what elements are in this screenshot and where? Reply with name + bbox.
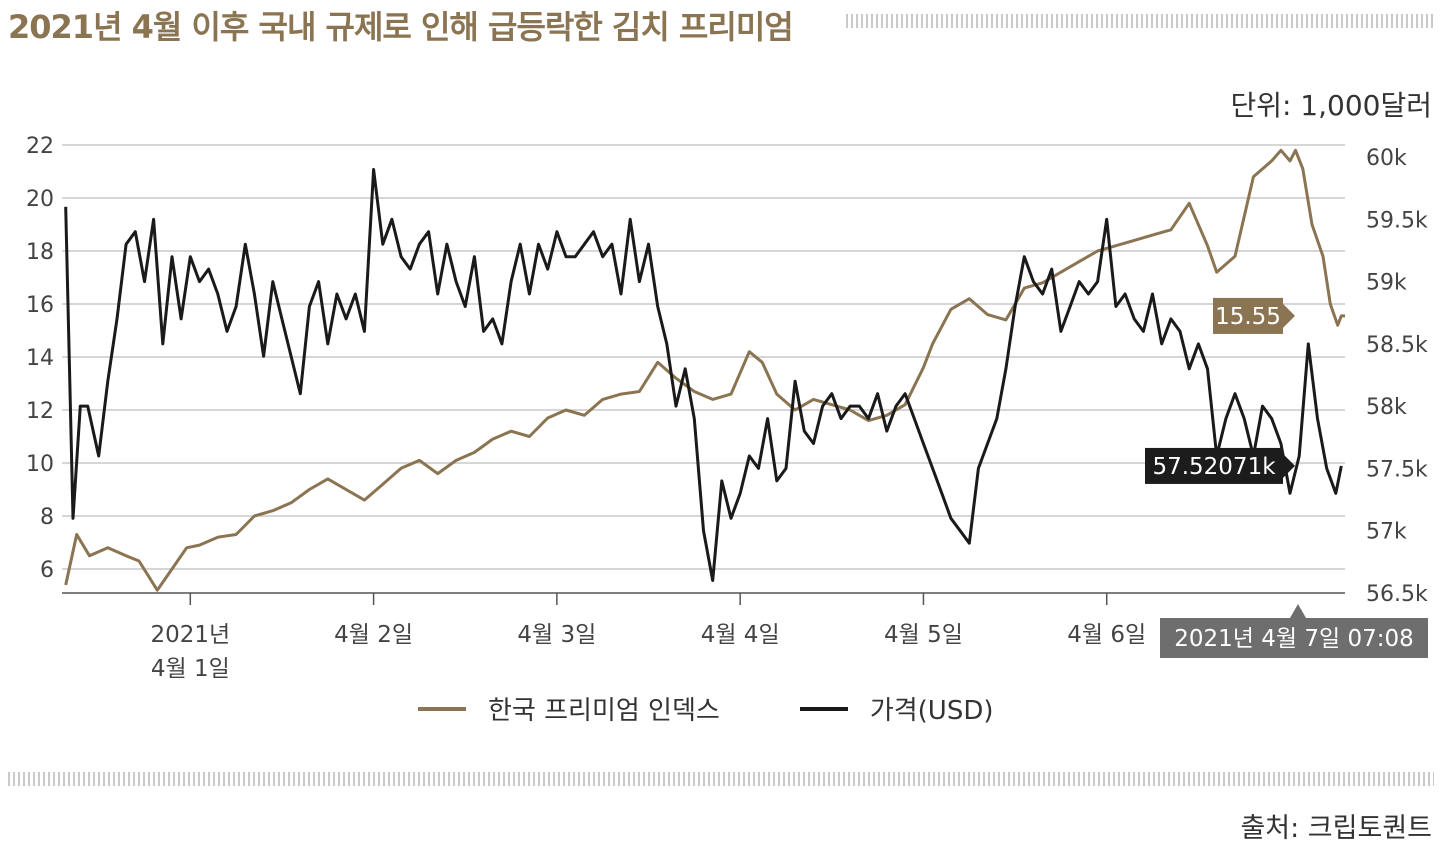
chart: 6 8 10 12 14 16 18 20 22 56.5k 57k 57.5k 58k 58.5k 59k…: [26, 134, 1428, 682]
y-left-tick-label: 14: [26, 346, 54, 371]
bottom-divider: [8, 772, 1434, 786]
y-left-tick-label: 20: [26, 187, 54, 212]
x-tick-label: 4월 5일: [884, 622, 963, 648]
legend-swatch-price: [799, 706, 848, 711]
y-left-tick-label: 6: [40, 558, 54, 583]
y-right-tick-label: 60k: [1366, 146, 1407, 171]
callout-layer: 15.55 57.52071k 2021년 4월 7일 07:08: [1145, 297, 1428, 658]
source-label: 출처: 크립토퀀트: [1240, 813, 1432, 844]
legend-item-price: 가격(USD): [799, 690, 994, 727]
date-callout-box: [1160, 618, 1428, 658]
x-tick-label: 4월 1일: [151, 656, 230, 682]
page-title: 2021년 4월 이후 국내 규제로 인해 급등락한 김치 프리미엄: [8, 8, 794, 46]
y-left-tick-label: 22: [26, 134, 54, 159]
legend-swatch-premium: [418, 706, 466, 711]
x-tick-label: 4월 6일: [1067, 622, 1146, 648]
y-right-tick-label: 58.5k: [1366, 333, 1428, 358]
date-callout-pointer: [1290, 604, 1306, 618]
premium-callout-pointer: [1283, 303, 1295, 328]
y-left-tick-label: 8: [40, 505, 54, 530]
legend-label-premium: 한국 프리미엄 인덱스: [488, 696, 720, 726]
y-right-tick-label: 58k: [1366, 395, 1407, 420]
x-tick-label: 4월 2일: [334, 622, 413, 648]
title-divider: [846, 14, 1434, 28]
y-right-tick-label: 59k: [1366, 271, 1407, 296]
grid-layer: [62, 144, 1345, 594]
price-callout-box: [1145, 447, 1283, 484]
y-left-tick-label: 18: [26, 240, 54, 265]
y-right-tick-label: 59.5k: [1366, 208, 1428, 233]
series-line-price: [64, 168, 1343, 582]
premium-callout-label: 15.55: [1215, 304, 1281, 330]
unit-label: 단위: 1,000달러: [1230, 89, 1432, 122]
legend-item-premium: 한국 프리미엄 인덱스: [418, 690, 720, 727]
series-line-premium: [64, 148, 1345, 592]
series-layer: [64, 148, 1345, 592]
y-left-tick-label: 16: [26, 293, 54, 318]
price-callout-label: 57.52071k: [1152, 454, 1276, 480]
y-right-tick-label: 57k: [1366, 520, 1407, 545]
premium-callout-box: [1213, 297, 1283, 334]
y-right-tick-label: 57.5k: [1366, 457, 1428, 482]
x-tick-label: 4월 3일: [517, 622, 596, 648]
legend: 한국 프리미엄 인덱스 가격(USD): [418, 690, 1074, 727]
price-callout-pointer: [1283, 453, 1295, 478]
axis-layer: 6 8 10 12 14 16 18 20 22 56.5k 57k 57.5k 58k 58.5k 59k…: [26, 134, 1428, 682]
x-tick-label: 2021년: [150, 622, 230, 648]
y-right-tick-label: 56.5k: [1366, 582, 1428, 607]
legend-label-price: 가격(USD): [869, 696, 994, 726]
date-callout-label: 2021년 4월 7일 07:08: [1174, 626, 1414, 652]
y-left-tick-label: 10: [26, 452, 54, 477]
x-tick-label: 4월 4일: [701, 622, 780, 648]
y-left-tick-label: 12: [26, 399, 54, 424]
